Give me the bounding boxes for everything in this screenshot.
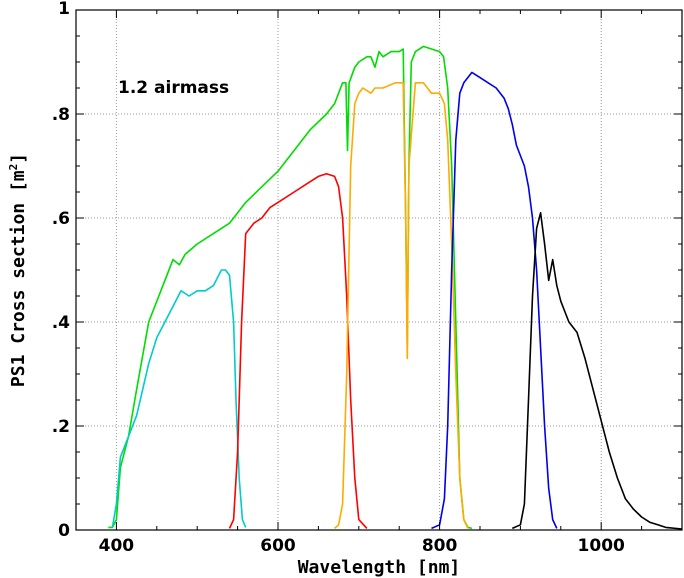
- x-tick-label: 600: [260, 536, 296, 556]
- y-tick-label: 0: [58, 521, 70, 541]
- y-axis-title-main: PS1 Cross section [m: [8, 170, 29, 387]
- grid: [76, 10, 682, 530]
- y-tick-label: .6: [52, 209, 70, 229]
- x-tick-label: 800: [422, 536, 458, 556]
- y-tick-label: 1: [58, 0, 70, 19]
- y-axis-title: PS1 Cross section [m2]: [7, 153, 29, 387]
- y-tick-label: .8: [52, 105, 70, 125]
- x-tick-label: 1000: [578, 536, 625, 556]
- y-axis-title-close: ]: [8, 153, 29, 164]
- y-axis-title-superscript: 2: [7, 164, 20, 171]
- series-line-1: [111, 269, 247, 528]
- series-line-5: [511, 212, 683, 530]
- ticks: [75, 9, 683, 531]
- x-axis-title: Wavelength [nm]: [298, 557, 461, 578]
- x-tick-labels: 400 600 800 1000: [99, 536, 625, 556]
- airmass-annotation: 1.2 airmass: [118, 78, 229, 98]
- series-layer: [108, 45, 683, 530]
- y-tick-label: .4: [52, 313, 70, 333]
- y-tick-labels: 0 .2 .4 .6 .8 1: [52, 0, 70, 541]
- series-line-3: [334, 82, 469, 529]
- series-line-0: [108, 45, 473, 530]
- series-line-2: [228, 173, 368, 529]
- x-tick-label: 400: [99, 536, 135, 556]
- y-tick-label: .2: [52, 417, 70, 437]
- series-line-4: [431, 71, 558, 530]
